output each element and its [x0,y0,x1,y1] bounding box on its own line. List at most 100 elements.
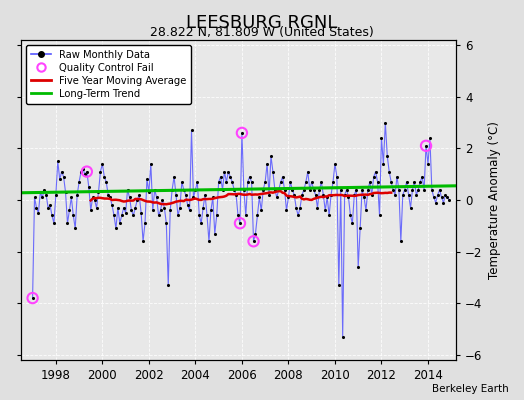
Point [174,212,182,219]
Point [46,202,54,208]
Point [224,168,233,175]
Point [61,189,70,196]
Point [414,186,422,193]
Point [400,186,409,193]
Point [374,179,382,185]
Point [362,207,370,214]
Point [131,204,139,211]
Point [77,168,85,175]
Point [152,194,161,201]
Point [244,179,252,185]
Point [339,334,347,340]
Point [296,204,304,211]
Point [91,197,99,203]
Point [249,238,258,244]
Point [150,186,159,193]
Point [94,189,103,196]
Point [238,130,246,136]
Point [73,192,81,198]
Point [129,212,138,219]
Point [145,189,153,196]
Point [203,212,211,219]
Point [34,210,42,216]
Point [275,186,283,193]
Point [236,220,244,226]
Point [438,194,446,201]
Legend: Raw Monthly Data, Quality Control Fail, Five Year Moving Average, Long-Term Tren: Raw Monthly Data, Quality Control Fail, … [26,45,191,104]
Point [219,186,227,193]
Point [48,212,56,219]
Point [402,179,411,185]
Point [158,197,167,203]
Point [83,168,91,175]
Text: Berkeley Earth: Berkeley Earth [432,384,508,394]
Point [346,212,355,219]
Point [50,220,58,226]
Point [149,207,157,214]
Point [252,230,260,237]
Point [278,174,287,180]
Point [352,186,361,193]
Point [201,192,209,198]
Point [420,186,428,193]
Point [96,168,105,175]
Point [425,135,434,141]
Point [329,179,337,185]
Point [209,194,217,201]
Point [253,212,261,219]
Point [30,194,39,201]
Point [56,176,64,182]
Point [323,194,331,201]
Point [239,186,248,193]
Point [277,179,285,185]
Point [433,192,442,198]
Point [170,174,178,180]
Point [135,192,144,198]
Point [303,168,312,175]
Point [383,153,391,159]
Point [133,197,141,203]
Point [193,179,202,185]
Point [317,179,325,185]
Point [122,210,130,216]
Point [366,179,374,185]
Point [269,168,277,175]
Point [356,225,364,232]
Point [92,204,101,211]
Point [342,186,351,193]
Point [137,210,145,216]
Point [116,220,124,226]
Point [53,158,62,164]
Point [341,192,349,198]
Point [160,204,169,211]
Point [430,194,438,201]
Point [104,192,112,198]
Point [106,194,114,201]
Point [226,174,234,180]
Point [108,202,116,208]
Point [205,238,213,244]
Point [220,168,228,175]
Point [309,186,318,193]
Point [79,166,87,172]
Point [98,161,106,167]
Point [89,194,97,201]
Point [313,204,322,211]
Point [395,186,403,193]
Point [344,194,353,201]
Point [176,204,184,211]
Point [166,207,174,214]
Point [228,179,236,185]
Point [183,202,192,208]
Point [162,220,170,226]
Point [416,179,424,185]
Point [443,194,452,201]
Point [441,192,450,198]
Point [28,295,37,301]
Point [405,192,413,198]
Point [412,192,421,198]
Point [245,174,254,180]
Point [38,194,47,201]
Point [141,220,149,226]
Point [249,238,258,244]
